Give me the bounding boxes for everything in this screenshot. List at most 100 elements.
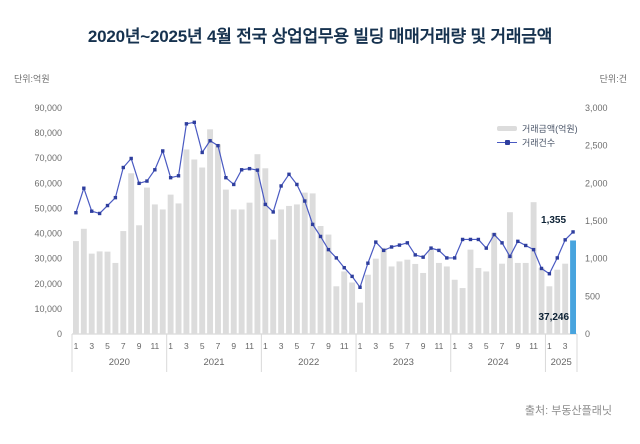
amount-bar [96,251,103,334]
count-line-marker [184,122,189,126]
left-axis-tick-label: 10,000 [34,304,62,314]
amount-bar [88,253,95,334]
amount-bar [388,266,395,334]
count-line-marker [153,168,157,172]
left-axis-tick-label: 80,000 [34,128,62,138]
count-line-marker [342,266,346,270]
count-line-marker [279,184,283,188]
amount-bar [151,204,158,334]
amount-bar [554,269,561,334]
amount-bar [215,144,221,334]
count-line-marker [129,156,133,161]
month-tick-label: 7 [310,341,315,351]
month-tick-label: 5 [484,341,489,351]
amount-bar [167,194,174,334]
amount-bar [467,249,474,334]
count-line-swatch-icon [497,138,517,146]
count-line-marker [208,139,212,143]
amount-bar [230,209,237,334]
month-tick-label: 1 [168,341,173,351]
count-line-marker [437,248,441,253]
year-tick-label: 2023 [393,357,414,368]
amount-bar [483,271,490,334]
count-line-marker [168,175,173,180]
count-line-marker [105,203,110,208]
left-axis-tick-label: 20,000 [34,279,62,289]
amount-bar [333,286,340,334]
month-tick-label: 11 [529,341,538,351]
amount-bar [286,205,292,334]
month-tick-label: 9 [137,341,142,351]
amount-bar [396,261,403,334]
amount-bar [128,173,135,334]
left-axis-tick-label: 40,000 [34,229,62,239]
amount-bar [412,263,419,334]
amount-bar [207,129,214,334]
amount-bar [522,262,529,334]
left-axis-unit-label: 단위:억원 [14,74,50,84]
month-tick-label: 1 [547,341,552,351]
amount-bar [499,263,505,334]
amount-bar [104,251,111,334]
left-axis-tick-label: 70,000 [34,153,62,163]
month-tick-label: 3 [563,341,568,351]
count-line-marker [524,243,528,248]
month-tick-label: 11 [435,341,444,351]
month-tick-label: 9 [515,341,520,351]
amount-bar [73,241,79,334]
year-tick-label: 2020 [109,357,130,368]
count-line-marker [468,237,473,242]
amount-bar [538,267,545,334]
month-tick-label: 5 [200,341,205,351]
count-line-marker [555,256,559,260]
count-line-marker [271,210,275,214]
count-line-marker [90,209,94,213]
legend-item-count: 거래건수 [497,137,578,148]
count-line-marker [145,179,149,183]
amount-bar-swatch-icon [497,125,517,131]
amount-bar [317,226,324,334]
month-tick-label: 5 [389,341,394,351]
month-tick-label: 7 [216,341,221,351]
count-line-marker [508,254,512,259]
amount-bar [506,212,513,334]
amount-bar [451,279,458,334]
count-line-marker [247,166,252,171]
count-line-marker [295,182,299,187]
count-line-marker [397,243,402,247]
amount-bar [514,262,521,334]
amount-bar [80,228,87,334]
right-axis-unit-label: 단위:건 [599,74,627,84]
count-line-marker [476,237,481,242]
count-line-marker [381,248,386,253]
month-tick-label: 9 [421,341,426,351]
amount-bar [246,202,253,334]
amount-bar [136,225,143,334]
count-line-marker [516,239,520,244]
count-line-marker [176,174,181,178]
month-tick-label: 7 [405,341,410,351]
amount-bar [562,263,569,334]
month-tick-label: 11 [245,341,254,351]
count-line-marker [287,172,291,176]
amount-bar [357,302,363,334]
month-tick-label: 7 [500,341,505,351]
left-axis-tick-label: 30,000 [34,254,62,264]
count-line-marker [239,168,244,172]
count-line-marker [74,211,78,215]
month-tick-label: 1 [263,341,268,351]
source-credit: 출처: 부동산플래닛 [524,405,612,417]
month-tick-label: 1 [452,341,457,351]
amount-bar [530,202,537,334]
count-line-marker [389,245,394,249]
count-line-marker [121,165,125,170]
amount-bar [435,262,442,334]
amount-bar [420,272,427,334]
amount-bar [120,231,127,334]
last-count-annotation: 1,355 [541,214,567,226]
count-line-marker [531,247,536,252]
right-axis-tick-label: 0 [585,329,590,339]
count-line-marker [303,199,307,203]
